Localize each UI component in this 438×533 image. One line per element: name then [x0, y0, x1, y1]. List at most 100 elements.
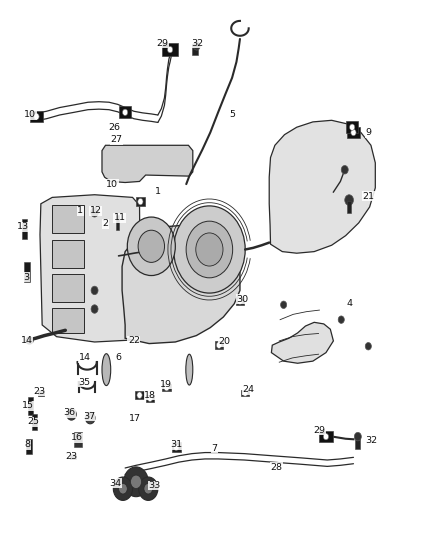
Text: 4: 4: [347, 299, 353, 308]
Bar: [38, 390, 44, 395]
Bar: [52, 308, 84, 334]
Text: 24: 24: [243, 385, 254, 394]
Bar: [116, 215, 120, 230]
Circle shape: [345, 195, 353, 205]
Text: 22: 22: [128, 336, 140, 345]
Text: 31: 31: [170, 440, 182, 449]
Text: 7: 7: [212, 444, 218, 453]
Bar: [136, 197, 145, 206]
Text: 35: 35: [78, 378, 91, 387]
Text: 12: 12: [90, 206, 102, 215]
Circle shape: [138, 230, 165, 262]
Ellipse shape: [102, 354, 111, 385]
Text: 23: 23: [33, 387, 45, 396]
Bar: [172, 442, 180, 452]
Text: 13: 13: [17, 222, 28, 231]
Circle shape: [113, 477, 133, 500]
Bar: [26, 439, 32, 454]
Text: 23: 23: [65, 453, 78, 462]
Text: 29: 29: [156, 39, 168, 48]
Circle shape: [69, 411, 74, 417]
Circle shape: [354, 432, 361, 441]
Text: 16: 16: [71, 433, 83, 442]
Circle shape: [237, 298, 243, 304]
Text: 36: 36: [64, 408, 76, 417]
Circle shape: [341, 165, 348, 174]
Bar: [52, 205, 84, 233]
Text: 30: 30: [236, 295, 248, 304]
Bar: [146, 394, 154, 402]
Text: 5: 5: [229, 110, 235, 119]
Bar: [52, 274, 84, 302]
Polygon shape: [269, 120, 375, 253]
Text: 32: 32: [191, 39, 203, 48]
Bar: [192, 44, 198, 55]
Circle shape: [338, 316, 344, 324]
Bar: [30, 111, 42, 123]
Text: 20: 20: [218, 337, 230, 346]
Text: 37: 37: [83, 412, 95, 421]
Text: 9: 9: [365, 128, 371, 137]
Text: 26: 26: [108, 123, 120, 132]
Circle shape: [85, 412, 95, 424]
Polygon shape: [102, 146, 193, 182]
Text: 2: 2: [102, 220, 109, 229]
Bar: [241, 390, 249, 396]
Circle shape: [351, 130, 356, 136]
Circle shape: [131, 475, 141, 489]
Bar: [24, 262, 29, 282]
Circle shape: [127, 217, 175, 276]
Bar: [355, 435, 360, 449]
Text: 15: 15: [22, 401, 34, 410]
Text: 21: 21: [362, 192, 374, 201]
Text: 28: 28: [271, 463, 283, 472]
Circle shape: [144, 483, 152, 494]
Text: 10: 10: [106, 180, 118, 189]
Text: 27: 27: [110, 135, 122, 144]
Text: 25: 25: [28, 417, 39, 426]
Bar: [70, 454, 76, 459]
Circle shape: [196, 233, 223, 266]
Circle shape: [243, 390, 248, 396]
Bar: [135, 391, 145, 399]
Circle shape: [167, 46, 173, 53]
Polygon shape: [272, 322, 333, 364]
Text: 1: 1: [77, 206, 83, 215]
Text: 33: 33: [148, 481, 160, 490]
Bar: [347, 201, 351, 213]
Polygon shape: [40, 195, 141, 342]
Text: 17: 17: [129, 414, 141, 423]
Bar: [215, 341, 223, 350]
Bar: [74, 432, 82, 447]
Circle shape: [91, 286, 98, 295]
Circle shape: [119, 483, 127, 494]
Circle shape: [216, 342, 222, 349]
Ellipse shape: [186, 354, 193, 385]
Circle shape: [88, 415, 92, 421]
Text: 18: 18: [144, 391, 156, 400]
Text: 19: 19: [160, 380, 172, 389]
Circle shape: [186, 221, 233, 278]
Bar: [319, 431, 333, 442]
Circle shape: [193, 42, 200, 50]
Text: 8: 8: [25, 440, 31, 449]
Text: 34: 34: [109, 479, 121, 488]
Text: 32: 32: [365, 437, 377, 446]
Bar: [346, 122, 358, 133]
Text: 14: 14: [78, 353, 91, 362]
Circle shape: [137, 392, 142, 398]
Bar: [162, 384, 171, 391]
Text: 3: 3: [23, 273, 29, 281]
Bar: [32, 414, 37, 430]
Bar: [28, 397, 33, 415]
Circle shape: [173, 206, 245, 293]
Circle shape: [173, 444, 179, 450]
Text: 14: 14: [21, 336, 33, 345]
Bar: [236, 297, 244, 305]
Circle shape: [164, 384, 169, 391]
Bar: [347, 127, 360, 138]
Circle shape: [91, 305, 98, 313]
Text: 10: 10: [25, 110, 36, 119]
Text: 6: 6: [116, 353, 122, 362]
Bar: [119, 107, 131, 118]
